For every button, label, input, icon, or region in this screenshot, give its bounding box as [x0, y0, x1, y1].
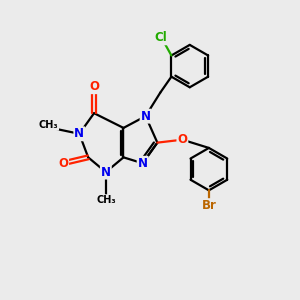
- Text: O: O: [177, 133, 188, 146]
- Text: N: N: [141, 110, 151, 123]
- Text: N: N: [101, 166, 111, 178]
- Text: CH₃: CH₃: [96, 195, 116, 205]
- Text: CH₃: CH₃: [39, 120, 58, 130]
- Text: Cl: Cl: [155, 31, 167, 44]
- Text: N: N: [74, 127, 84, 140]
- Text: N: N: [138, 157, 148, 170]
- Text: Br: Br: [202, 199, 216, 212]
- Text: O: O: [89, 80, 99, 93]
- Text: O: O: [58, 157, 68, 170]
